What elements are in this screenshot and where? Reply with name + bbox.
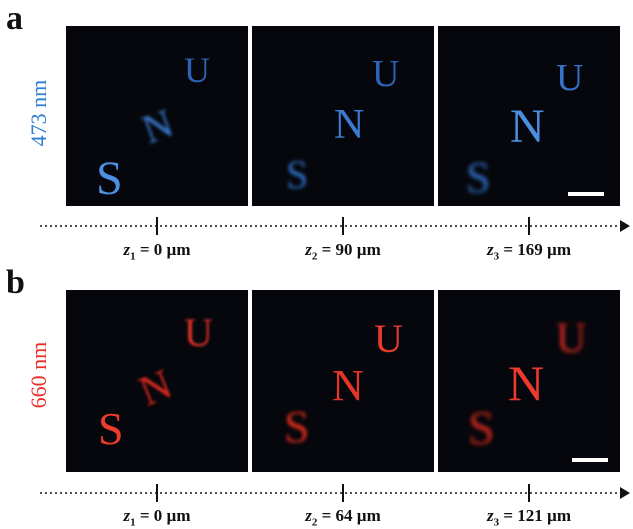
svg-text:N: N	[332, 361, 364, 410]
svg-text:S: S	[98, 403, 124, 454]
hologram-image: S N U	[286, 53, 399, 197]
svg-text:U: U	[374, 316, 403, 361]
svg-text:N: N	[508, 355, 544, 411]
image-tile-a1: S N U	[66, 26, 248, 206]
svg-text:U: U	[372, 53, 399, 95]
image-tile-a3: S N U	[438, 26, 620, 206]
z-label-b2: z2 = 64 µm	[305, 506, 381, 529]
z-label-a3: z3 = 169 µm	[486, 240, 572, 263]
z-label-b3: z3 = 121 µm	[486, 506, 572, 529]
wavelength-label-660: 660 nm	[26, 341, 51, 409]
z-axis-a	[40, 217, 630, 235]
svg-text:U: U	[184, 50, 210, 90]
svg-text:U: U	[556, 316, 586, 362]
svg-text:U: U	[184, 310, 213, 355]
scale-bar	[568, 192, 604, 196]
hologram-image: S N U	[98, 310, 213, 454]
svg-text:N: N	[136, 100, 179, 152]
svg-text:N: N	[510, 100, 545, 153]
image-tile-b2: S N U	[252, 290, 434, 472]
svg-text:S: S	[284, 401, 310, 452]
svg-text:S: S	[466, 153, 490, 202]
z-label-b1: z1 = 0 µm	[123, 506, 191, 529]
z-axis-b	[40, 484, 630, 502]
svg-text:N: N	[334, 102, 364, 148]
image-tile-b3: S N U	[438, 290, 620, 472]
svg-text:S: S	[96, 152, 123, 205]
panel-letter-a: a	[6, 0, 23, 37]
hologram-image: S N U	[466, 57, 604, 202]
image-tile-a2: S N U	[252, 26, 434, 206]
image-tile-b1: S N U	[66, 290, 248, 472]
hologram-image: S N U	[96, 50, 210, 205]
svg-text:S: S	[286, 152, 308, 197]
scale-bar	[572, 458, 608, 462]
svg-text:U: U	[556, 57, 583, 99]
z-label-a1: z1 = 0 µm	[123, 240, 191, 263]
hologram-image: S N U	[468, 316, 608, 462]
panel-letter-b: b	[6, 264, 25, 301]
z-label-a2: z2 = 90 µm	[305, 240, 381, 263]
svg-text:N: N	[133, 362, 178, 416]
svg-text:S: S	[468, 402, 495, 455]
hologram-image: S N U	[284, 316, 403, 452]
wavelength-label-473: 473 nm	[26, 79, 51, 147]
